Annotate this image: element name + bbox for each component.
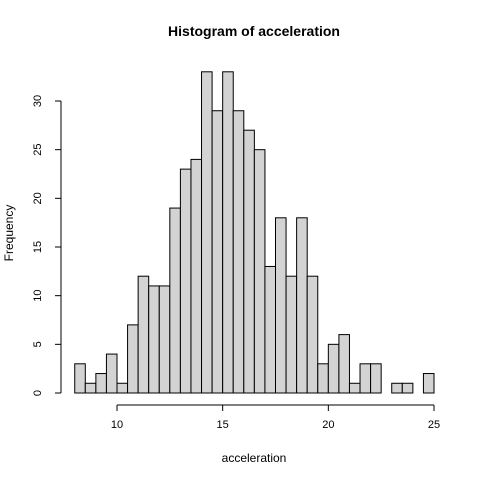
histogram-bar (317, 363, 329, 394)
histogram-bar (84, 382, 97, 394)
histogram-bar (338, 334, 350, 394)
histogram-bar (348, 382, 361, 394)
histogram-bar (232, 110, 245, 394)
histogram-bar (179, 168, 192, 394)
y-tick-label: 30 (32, 95, 44, 107)
histogram-bar (285, 275, 298, 394)
y-tick-label: 0 (32, 390, 44, 396)
histogram-bar (105, 353, 118, 394)
y-tick-label: 25 (32, 144, 44, 156)
y-axis: 0 5 10 15 20 25 30 (32, 95, 62, 396)
histogram-bar (327, 343, 340, 394)
x-tick-label: 25 (428, 419, 440, 431)
histogram-bar (158, 285, 171, 394)
histogram-bar (359, 363, 372, 394)
y-tick-label: 5 (32, 341, 44, 347)
x-axis-label: acceleration (222, 451, 287, 465)
bars-group (74, 71, 435, 394)
x-tick-label: 15 (217, 419, 229, 431)
y-tick-label: 15 (32, 241, 44, 253)
histogram-bar (253, 149, 266, 394)
x-tick-label: 10 (111, 419, 123, 431)
histogram-bar (422, 373, 435, 394)
histogram-bar (169, 207, 181, 394)
histogram-bar (95, 373, 107, 394)
histogram-bar (201, 71, 213, 394)
histogram-bar (275, 217, 287, 394)
y-tick-label: 10 (32, 290, 44, 302)
histogram-bar (74, 363, 86, 394)
histogram-bar (296, 217, 308, 394)
y-tick-label: 20 (32, 192, 44, 204)
chart-title: Histogram of acceleration (168, 23, 340, 39)
histogram-bar (148, 285, 160, 394)
histogram-bar (190, 158, 203, 394)
histogram-bar (391, 382, 403, 394)
histogram-bar (306, 275, 319, 394)
x-tick-label: 20 (322, 419, 334, 431)
x-axis: 10 15 20 25 (111, 404, 440, 431)
histogram-bar (137, 275, 150, 394)
histogram-bar (264, 265, 276, 394)
histogram-bar (116, 382, 129, 394)
histogram-bar (211, 110, 224, 394)
histogram-bar (222, 71, 234, 394)
histogram-bar (401, 382, 414, 394)
histogram-bar (370, 363, 382, 394)
histogram-bar (243, 129, 255, 394)
histogram-bar (127, 324, 139, 394)
y-axis-label: Frequency (2, 205, 16, 262)
